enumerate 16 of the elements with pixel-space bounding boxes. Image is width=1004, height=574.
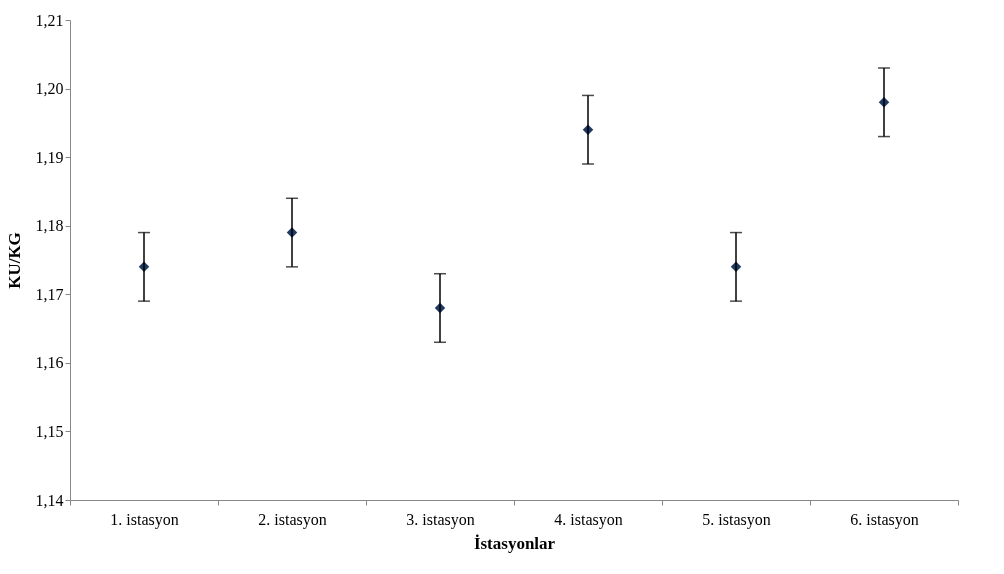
y-tick-label: 1,18 (35, 217, 64, 235)
y-tick-label: 1,19 (35, 148, 64, 166)
y-tick-label: 1,14 (35, 491, 64, 509)
x-tick-label: 4. istasyon (554, 510, 623, 529)
y-tick-label: 1,16 (35, 354, 64, 372)
x-tick-label: 6. istasyon (850, 510, 919, 529)
x-axis-title: İstasyonlar (473, 533, 556, 553)
y-tick-label: 1,15 (35, 422, 64, 440)
y-tick-label: 1,17 (35, 285, 64, 303)
x-tick-label: 2. istasyon (258, 510, 327, 529)
y-axis-title: KU/KG (4, 232, 24, 289)
x-tick-label: 1. istasyon (110, 510, 179, 529)
y-tick-label: 1,21 (35, 11, 64, 29)
x-tick-label: 3. istasyon (406, 510, 475, 529)
y-tick-label: 1,20 (35, 80, 64, 98)
x-tick-label: 5. istasyon (702, 510, 771, 529)
